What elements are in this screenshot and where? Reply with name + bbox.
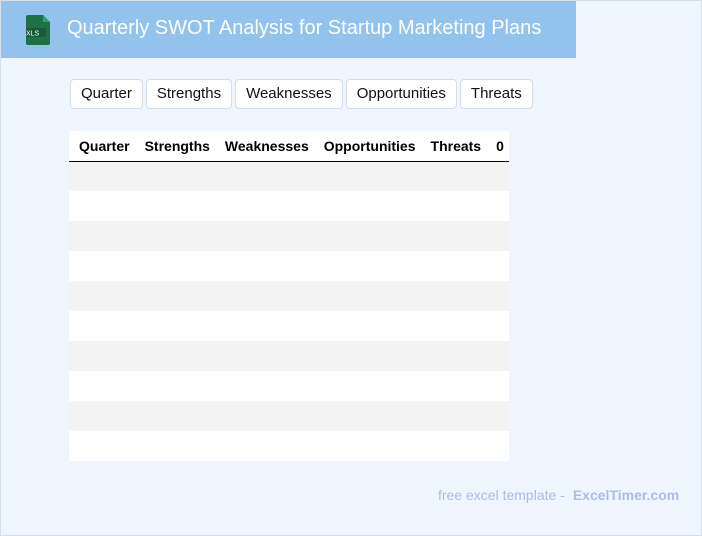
table-cell[interactable] — [214, 281, 314, 311]
table-cell[interactable] — [421, 311, 487, 341]
table-cell[interactable] — [215, 431, 314, 461]
table-cell[interactable] — [214, 401, 314, 431]
table-cell[interactable] — [313, 161, 421, 191]
table-cell[interactable] — [486, 401, 509, 431]
table-row — [69, 221, 509, 251]
table-cell[interactable] — [135, 311, 215, 341]
opportunities-button[interactable]: Opportunities — [345, 79, 457, 109]
table-cell[interactable] — [214, 161, 314, 191]
table-row — [69, 281, 509, 311]
table-cell[interactable] — [69, 311, 135, 341]
table-cell[interactable] — [134, 221, 215, 251]
table-cell[interactable] — [313, 341, 421, 371]
table-cell[interactable] — [135, 251, 215, 281]
table-cell[interactable] — [314, 191, 421, 221]
table-cell[interactable] — [420, 281, 487, 311]
table-cell[interactable] — [135, 431, 215, 461]
column-header-threats[interactable]: Threats — [420, 131, 487, 162]
header-bar: XLS Quarterly SWOT Analysis for Startup … — [1, 1, 576, 58]
column-header-0[interactable]: 0 — [486, 131, 509, 162]
exceltimer-link[interactable]: ExcelTimer.com — [572, 487, 680, 503]
table-cell[interactable] — [486, 281, 509, 311]
table-cell[interactable] — [486, 341, 509, 371]
page-title: Quarterly SWOT Analysis for Startup Mark… — [67, 17, 542, 39]
column-header-opportunities[interactable]: Opportunities — [313, 131, 421, 162]
table-cell[interactable] — [421, 191, 487, 221]
table-cell[interactable] — [486, 311, 509, 341]
column-toggle-buttons: Quarter Strengths Weaknesses Opportuniti… — [70, 79, 533, 109]
table-cell[interactable] — [69, 161, 135, 191]
table-cell[interactable] — [420, 161, 487, 191]
table-row — [69, 401, 509, 431]
table-cell[interactable] — [420, 341, 487, 371]
table-row — [69, 251, 509, 281]
table-cell[interactable] — [135, 191, 215, 221]
table-cell[interactable] — [69, 401, 135, 431]
table-row — [69, 341, 509, 371]
table-cell[interactable] — [134, 161, 215, 191]
table-cell[interactable] — [421, 431, 487, 461]
weaknesses-button[interactable]: Weaknesses — [235, 79, 343, 109]
table-cell[interactable] — [214, 341, 314, 371]
column-header-quarter[interactable]: Quarter — [69, 131, 135, 162]
swot-table: Quarter Strengths Weaknesses Opportuniti… — [69, 131, 509, 461]
table-cell[interactable] — [486, 161, 509, 191]
table-row — [69, 161, 509, 191]
table-cell[interactable] — [314, 251, 421, 281]
table-cell[interactable] — [421, 251, 487, 281]
table-cell[interactable] — [134, 401, 215, 431]
table-row — [69, 191, 509, 221]
table-cell[interactable] — [215, 191, 314, 221]
table-cell[interactable] — [69, 341, 135, 371]
table-cell[interactable] — [314, 311, 421, 341]
footer: free excel template - ExcelTimer.com — [438, 487, 679, 503]
table-cell[interactable] — [486, 431, 509, 461]
table-cell[interactable] — [486, 221, 509, 251]
quarter-button[interactable]: Quarter — [70, 79, 143, 109]
table-cell[interactable] — [69, 191, 135, 221]
table-cell[interactable] — [420, 221, 487, 251]
table-cell[interactable] — [215, 371, 314, 401]
table-cell[interactable] — [69, 221, 135, 251]
column-header-strengths[interactable]: Strengths — [134, 131, 215, 162]
table-row — [69, 371, 509, 401]
table-row — [69, 311, 509, 341]
strengths-button[interactable]: Strengths — [145, 79, 233, 109]
table-cell[interactable] — [134, 341, 215, 371]
footer-text: free excel template - — [438, 487, 565, 503]
xls-file-icon: XLS — [26, 15, 50, 45]
table-cell[interactable] — [420, 401, 487, 431]
table-cell[interactable] — [214, 221, 314, 251]
table-cell[interactable] — [69, 281, 135, 311]
table-cell[interactable] — [215, 251, 314, 281]
table-cell[interactable] — [314, 431, 421, 461]
table-cell[interactable] — [134, 281, 215, 311]
table-cell[interactable] — [421, 371, 487, 401]
table-row — [69, 431, 509, 461]
table-cell[interactable] — [313, 221, 421, 251]
table-cell[interactable] — [69, 431, 135, 461]
table-cell[interactable] — [486, 251, 509, 281]
table-cell[interactable] — [313, 401, 421, 431]
table-cell[interactable] — [486, 191, 509, 221]
table-cell[interactable] — [69, 251, 135, 281]
table-cell[interactable] — [313, 281, 421, 311]
table-cell[interactable] — [486, 371, 509, 401]
table-cell[interactable] — [314, 371, 421, 401]
svg-text:XLS: XLS — [26, 31, 40, 38]
threats-button[interactable]: Threats — [459, 79, 533, 109]
table-cell[interactable] — [69, 371, 135, 401]
table-header-row: Quarter Strengths Weaknesses Opportuniti… — [69, 131, 509, 162]
table-cell[interactable] — [135, 371, 215, 401]
column-header-weaknesses[interactable]: Weaknesses — [214, 131, 314, 162]
table-cell[interactable] — [215, 311, 314, 341]
